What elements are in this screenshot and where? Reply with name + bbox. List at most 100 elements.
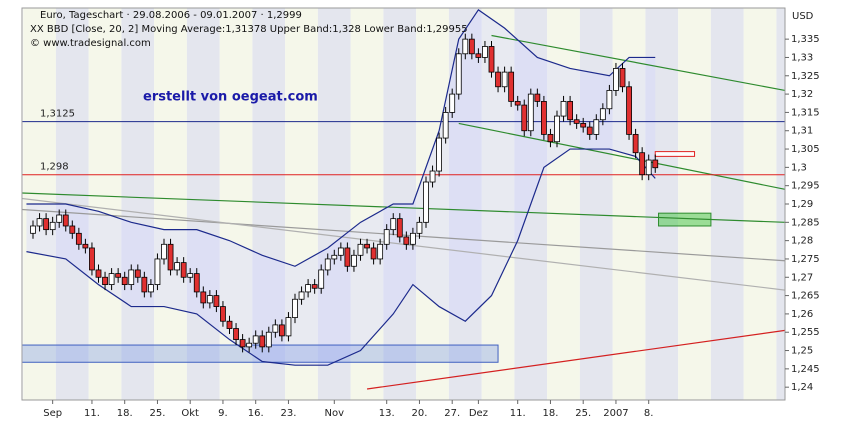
y-tick-label: 1,32 [791,89,813,100]
candle-body [128,269,135,285]
source: © www.tradesignal.com [30,38,151,49]
y-tick-label: 1,31 [791,126,813,137]
x-tick-label: Dez [469,408,488,419]
candle-body [619,68,626,88]
candle-body [482,46,488,58]
y-tick-label: 1,245 [791,364,820,375]
candle-body [200,291,207,304]
candle-body [468,38,475,55]
week-stripe [547,8,580,400]
candle-body [462,38,469,55]
level-label: 1,298 [40,162,69,173]
candle-body [364,243,370,249]
candle-body [527,93,534,132]
candle-body [599,108,606,121]
candle-body [75,232,82,245]
week-stripe [88,8,122,400]
y-tick-label: 1,25 [791,346,813,357]
candle-body [547,133,554,143]
candle-body [311,284,318,289]
candle-body [43,218,49,231]
candle-body [108,273,115,285]
candle-body [455,53,462,95]
x-tick-label: Sep [43,408,62,419]
candle-body [344,247,351,267]
candle-body [95,269,102,278]
y-tick-label: 1,305 [791,144,820,155]
candle-body [639,152,646,176]
candle-body [567,101,573,121]
candle-body [285,317,292,337]
y-tick-label: 1,295 [791,181,820,192]
candle-body [396,218,403,238]
candle-body [586,126,593,135]
candle-body [521,104,528,132]
candle-body [69,225,76,234]
candle-body [501,71,508,88]
x-tick-label: 20. [411,408,427,419]
candle-body [226,320,233,329]
candle-body [154,258,161,285]
x-tick-label: Okt [181,408,199,419]
candle-body [167,243,174,271]
candle-body [383,229,390,245]
candle-body [606,90,613,110]
x-tick-label: 2007 [603,408,628,419]
trend-line [21,208,786,262]
candle-body [560,101,567,117]
candle-body [351,254,357,267]
candle-body [187,273,194,278]
candle-body [292,298,298,318]
candle-body [423,181,429,223]
x-tick-label: 25. [575,408,591,419]
week-stripe [743,8,777,400]
x-tick-label: Nov [325,408,345,419]
y-tick-label: 1,3 [791,162,807,173]
candle-body [49,221,56,231]
candle-body [449,93,456,113]
candle-body [259,335,266,348]
candle-body [442,112,449,139]
chart-title: Euro, Tageschart · 29.08.2006 - 09.01.20… [40,10,302,21]
candle-body [115,273,122,278]
candle-body [370,247,377,260]
candle-body [495,71,501,88]
y-tick-label: 1,27 [791,272,813,283]
x-tick-label: 16. [248,408,264,419]
candle-body [593,119,600,135]
y-tick-label: 1,285 [791,217,820,228]
candle-body [626,86,632,135]
week-stripe [645,8,679,400]
candle-body [580,123,587,128]
candle-body [147,284,154,293]
candle-body [409,232,416,245]
candle-body [102,276,108,285]
band-line [26,8,656,267]
candle-body [252,335,259,344]
week-stripe [448,8,482,400]
x-tick-label: 23. [280,408,296,419]
candle-body [141,276,148,293]
candle-body [239,339,246,348]
y-tick-label: 1,255 [791,327,820,338]
y-tick-label: 1,265 [791,291,820,302]
x-tick-label: 27. [444,408,460,419]
candle-body [193,273,200,293]
candle-body [377,243,384,260]
candle-body [645,159,652,176]
trend-line [491,34,786,92]
candle-body [121,276,128,285]
candle-body [82,243,89,249]
week-stripe [710,8,744,400]
candle-body [534,93,541,102]
candle-body [298,291,305,300]
y-tick-label: 1,315 [791,107,820,118]
candle-body [652,159,659,169]
y-tick-label: 1,335 [791,34,820,45]
candle-body [541,101,547,135]
watermark: erstellt von oegeat.com [143,90,318,105]
y-tick-label: 1,33 [791,52,813,63]
candle-body [403,236,410,245]
candle-body [632,133,639,154]
